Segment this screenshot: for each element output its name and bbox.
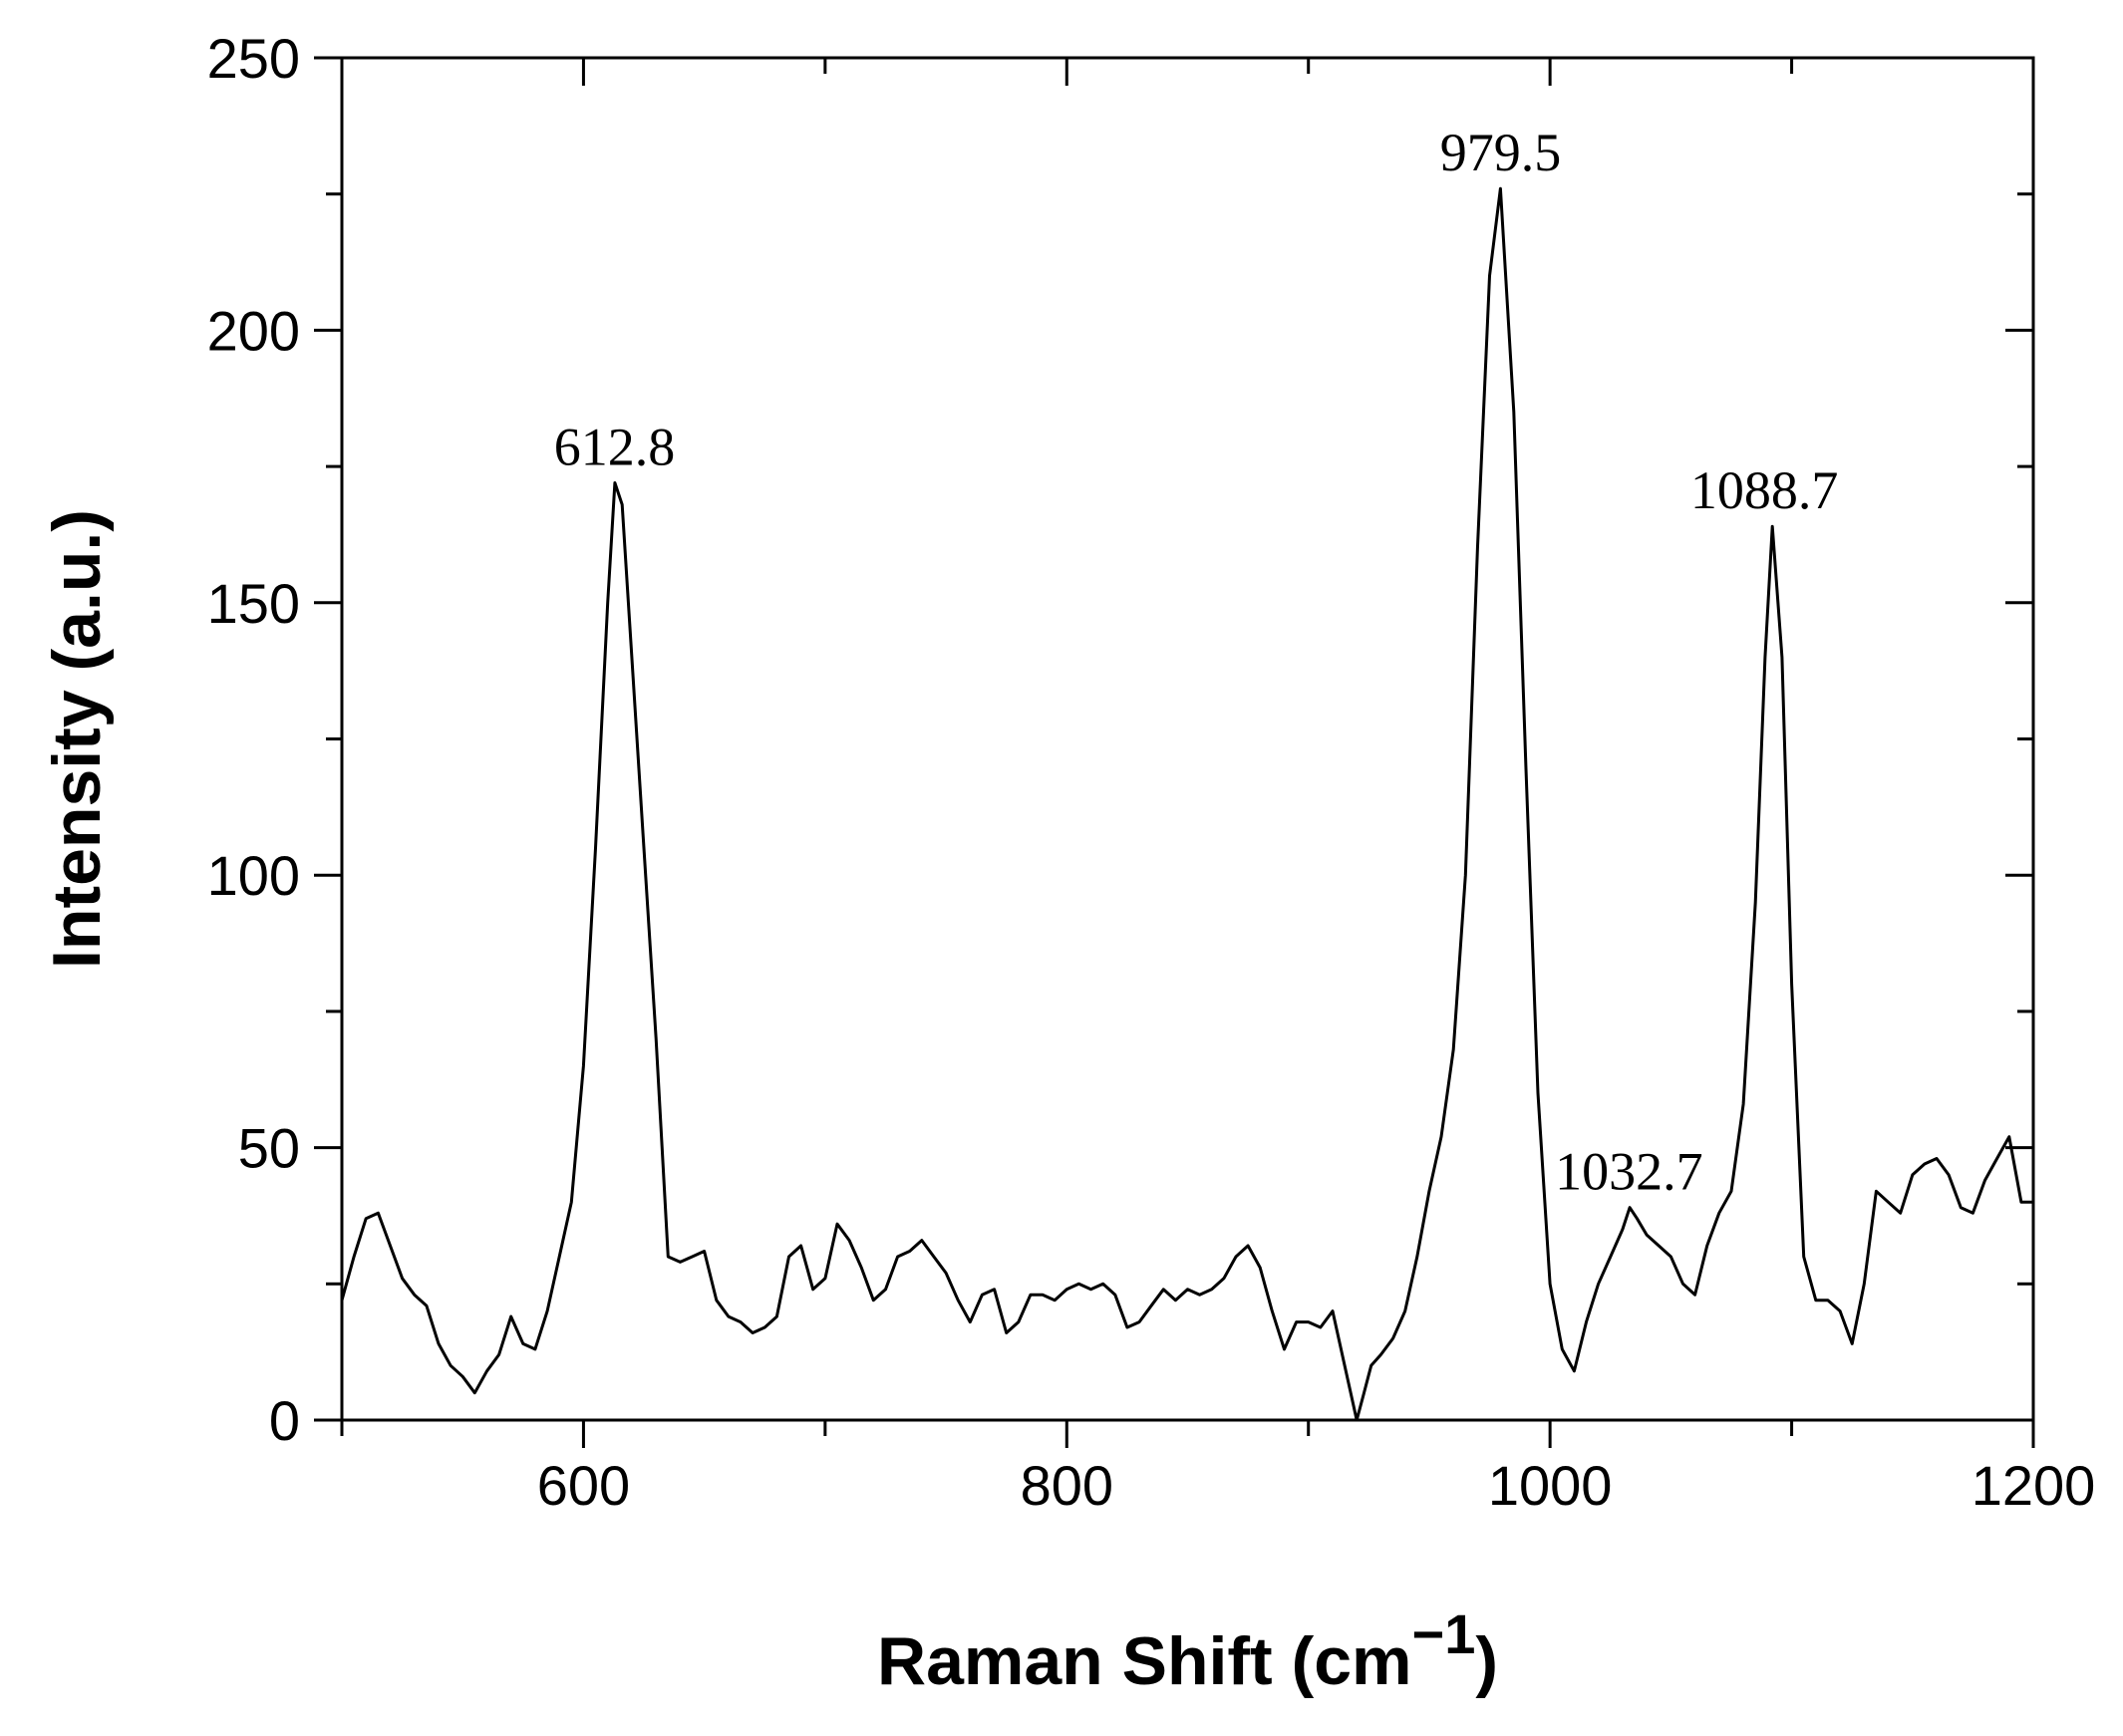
- x-axis-title: Raman Shift (cm−1): [877, 1602, 1498, 1700]
- x-tick-label: 600: [537, 1454, 630, 1517]
- axes-box: [340, 56, 2035, 1422]
- y-tick-label: 50: [238, 1117, 300, 1180]
- peak-label: 1032.7: [1555, 1142, 1703, 1202]
- x-axis-title-superscript: −1: [1412, 1602, 1476, 1665]
- peak-label: 979.5: [1440, 123, 1562, 182]
- plot-frame: [340, 56, 2035, 1422]
- y-tick-label: 200: [207, 299, 300, 362]
- x-tick-label: 800: [1021, 1454, 1113, 1517]
- x-axis-title-close: ): [1475, 1623, 1498, 1699]
- axis-tick-labels: 600 800 1000 1200 0 50 100 150 200 250: [207, 27, 2096, 1517]
- y-tick-label: 250: [207, 27, 300, 90]
- peak-label: 612.8: [554, 418, 676, 477]
- y-tick-label: 0: [269, 1389, 300, 1452]
- y-tick-label: 100: [207, 844, 300, 907]
- spectrum-line: [340, 186, 2033, 1422]
- peak-annotations: 612.8 979.5 1032.7 1088.7: [554, 123, 1839, 1202]
- x-tick-label: 1000: [1488, 1454, 1613, 1517]
- y-tick-label: 150: [207, 572, 300, 635]
- x-axis-title-main: Raman Shift (cm: [877, 1623, 1412, 1699]
- peak-label: 1088.7: [1690, 460, 1839, 520]
- axis-ticks: [314, 56, 2035, 1448]
- x-tick-label: 1200: [1971, 1454, 2096, 1517]
- y-axis-title: Intensity (a.u.): [39, 509, 115, 969]
